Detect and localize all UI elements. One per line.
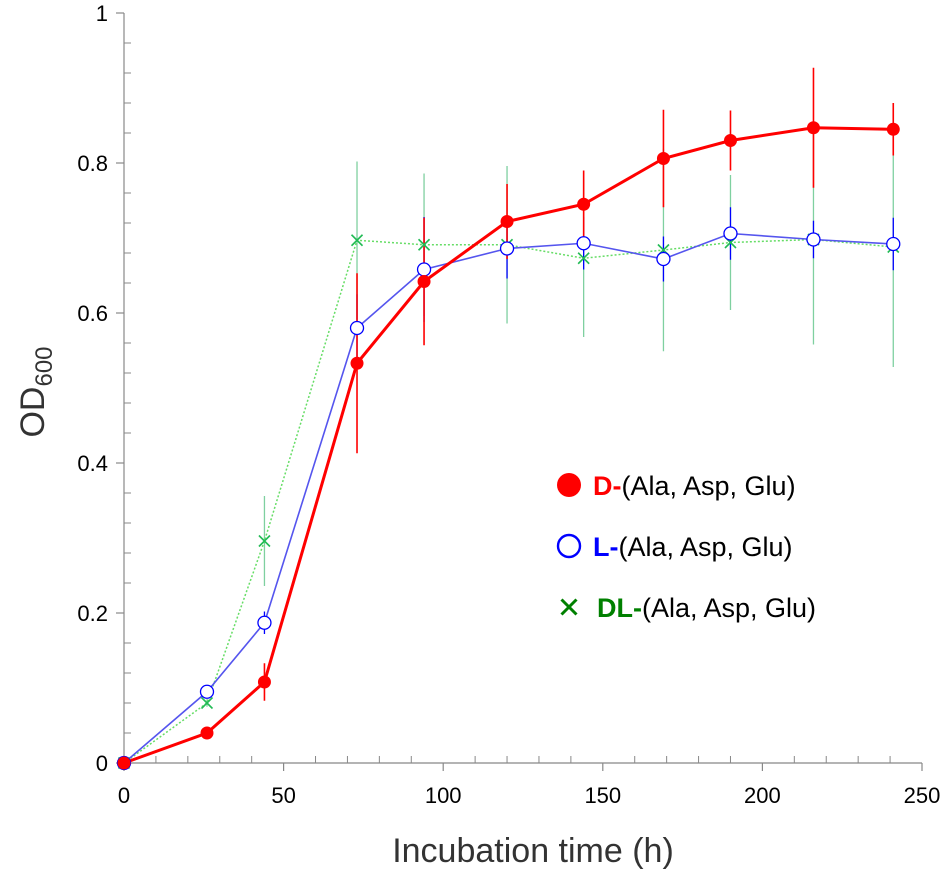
data-point-l xyxy=(499,241,515,256)
legend-marker-l xyxy=(556,533,582,559)
data-point-d xyxy=(350,356,364,370)
y-axis-title-main: OD xyxy=(14,387,52,438)
y-tick-label: 0.8 xyxy=(77,151,108,176)
y-tick-label: 0 xyxy=(96,751,108,776)
y-tick-label: 0.4 xyxy=(77,451,108,476)
data-point-l xyxy=(886,236,901,252)
data-point-d xyxy=(577,197,591,211)
data-point-l xyxy=(416,262,432,277)
data-point-l xyxy=(723,226,738,241)
x-tick-label: 200 xyxy=(744,783,781,808)
data-point-d xyxy=(723,134,737,147)
x-tick-label: 150 xyxy=(584,783,621,808)
legend-label-rest: (Ala, Asp, Glu) xyxy=(642,593,816,623)
data-point-dl xyxy=(577,252,590,265)
data-point-d xyxy=(656,152,670,165)
x-axis-title: Incubation time (h) xyxy=(392,832,674,870)
y-axis-title-subscript: 600 xyxy=(31,346,58,386)
data-point-l xyxy=(656,251,671,267)
legend-marker-d xyxy=(557,473,581,497)
y-tick-label: 0.2 xyxy=(77,601,108,626)
data-point-dl xyxy=(350,234,364,247)
legend: D-(Ala, Asp, Glu)L-(Ala, Asp, Glu)DL-(Al… xyxy=(556,471,816,623)
axes-layer xyxy=(116,12,923,771)
legend-marker-dl xyxy=(560,598,578,616)
data-point-l xyxy=(257,615,272,630)
axis-labels-layer: 0 50 100 150 200 250 0 0.2 0.4 0.6 0.8 1 Incubation … xyxy=(14,1,940,870)
data-point-d xyxy=(886,122,900,136)
x-tick-label: 100 xyxy=(425,783,462,808)
legend-label-prefix: D- xyxy=(593,471,622,501)
legend-label: DL-(Ala, Asp, Glu) xyxy=(597,593,816,623)
data-point-d xyxy=(500,215,514,228)
legend-label: L-(Ala, Asp, Glu) xyxy=(593,532,793,562)
y-tick-label: 1 xyxy=(96,1,108,26)
data-point-l xyxy=(806,232,821,247)
x-tick-label: 50 xyxy=(271,783,295,808)
legend-label-prefix: DL- xyxy=(597,593,642,623)
data-point-d xyxy=(257,675,271,689)
data-point-d xyxy=(806,121,820,135)
legend-label: D-(Ala, Asp, Glu) xyxy=(593,471,796,501)
legend-label-prefix: L- xyxy=(593,532,618,562)
data-point-dl xyxy=(417,238,431,251)
legend-label-rest: (Ala, Asp, Glu) xyxy=(622,471,796,501)
legend-label-rest: (Ala, Asp, Glu) xyxy=(618,532,792,562)
series-line-dl xyxy=(123,238,894,764)
error-bars-layer xyxy=(206,67,895,737)
data-point-l xyxy=(199,684,215,699)
data-point-d xyxy=(417,275,431,288)
data-point-l xyxy=(576,236,591,251)
data-point-dl xyxy=(258,534,271,548)
x-tick-label: 0 xyxy=(118,783,130,808)
data-point-d xyxy=(117,756,131,770)
y-tick-label: 0.6 xyxy=(77,301,108,326)
data-point-d xyxy=(200,726,214,740)
x-tick-label: 250 xyxy=(904,783,941,808)
data-point-l xyxy=(349,320,365,336)
y-axis-title: OD600 xyxy=(14,346,58,437)
data-point-dl xyxy=(200,696,214,710)
markers-layer xyxy=(116,121,901,771)
